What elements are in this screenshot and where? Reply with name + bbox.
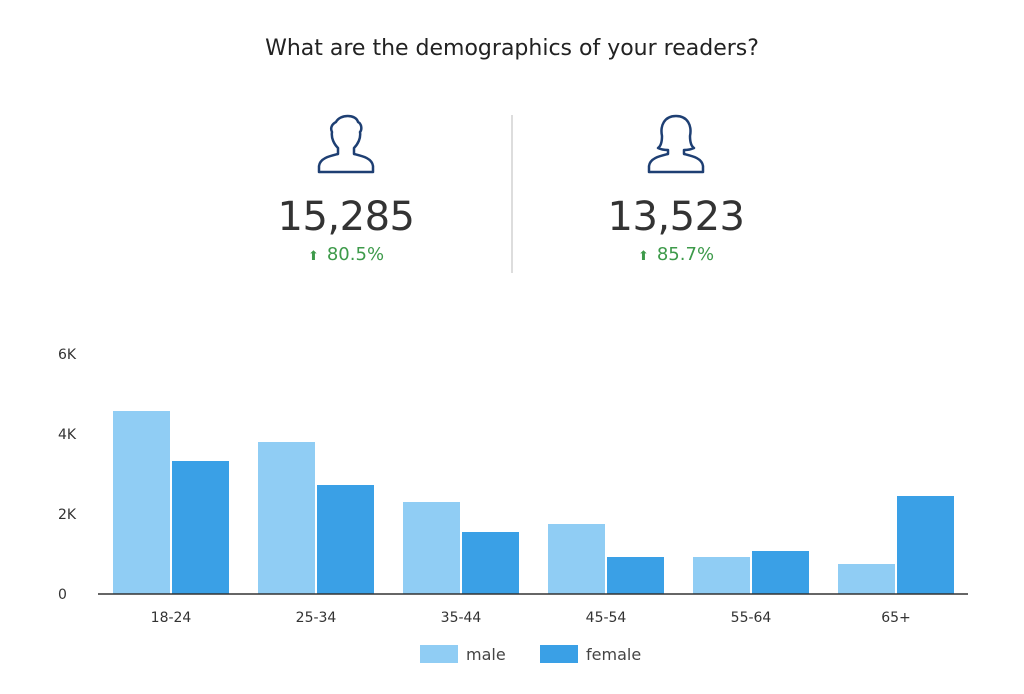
bar-female-25-34 [317,485,374,594]
arrow-up-icon: ⬆ [637,249,649,264]
kpi-male-change: ⬆ 80.5% [307,244,385,265]
x-tick-label: 25-34 [296,610,337,626]
divider [511,115,513,273]
kpi-female-value: 13,523 [607,194,745,240]
kpi-male-value: 15,285 [277,194,415,240]
bar-male-25-34 [258,442,315,594]
bar-female-65+ [897,496,954,594]
kpi-female: 13,523 ⬆ 85.7% [556,112,796,265]
male-user-icon [317,114,375,174]
legend-label-male: male [466,645,506,664]
kpi-male: 15,285 ⬆ 80.5% [226,112,466,265]
page-title: What are the demographics of your reader… [265,36,759,61]
bar-male-55-64 [693,557,750,594]
y-tick-label: 2K [58,507,77,523]
y-tick-label: 6K [58,347,77,363]
bar-male-45-54 [548,524,605,594]
bar-female-55-64 [752,551,809,594]
x-tick-label: 55-64 [731,610,772,626]
x-tick-label: 35-44 [441,610,482,626]
legend-label-female: female [586,645,641,664]
kpi-female-change: ⬆ 85.7% [637,244,715,265]
bar-female-18-24 [172,461,229,594]
bar-male-35-44 [403,502,460,594]
legend-swatch-female [540,645,578,663]
bar-male-65+ [838,564,895,594]
x-tick-label: 65+ [881,610,911,626]
y-tick-label: 4K [58,427,77,443]
bar-female-45-54 [607,557,664,594]
legend: male female [420,645,641,664]
bar-female-35-44 [462,532,519,594]
bar-male-18-24 [113,411,170,594]
female-user-icon [647,114,705,174]
legend-swatch-male [420,645,458,663]
arrow-up-icon: ⬆ [307,249,319,264]
y-tick-label: 0 [58,587,67,603]
x-tick-label: 18-24 [151,610,192,626]
x-tick-label: 45-54 [586,610,627,626]
